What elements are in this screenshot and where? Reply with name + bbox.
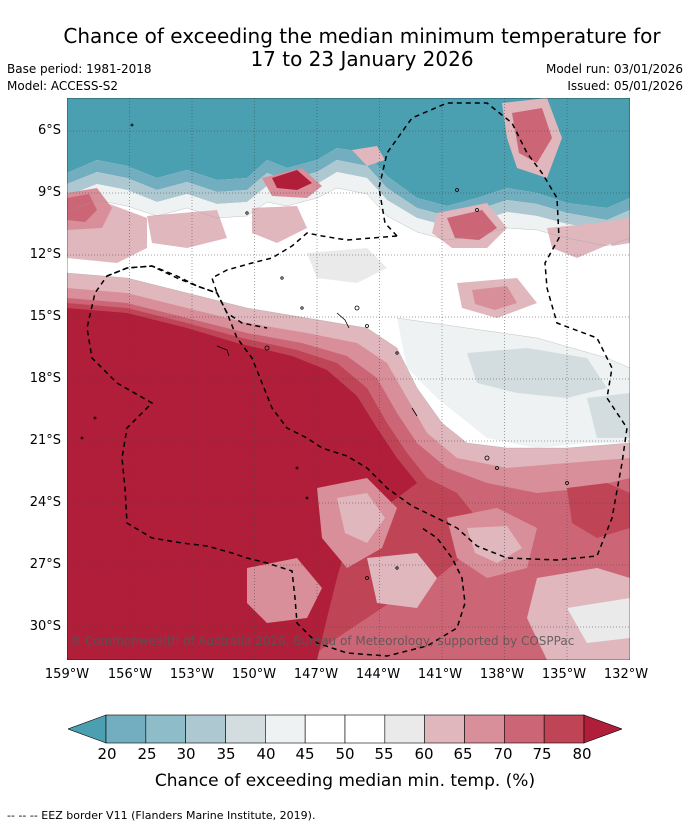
colorbar-segment	[304, 714, 346, 744]
issued-label: Issued: 05/01/2026	[567, 79, 683, 93]
colorbar-tick: 80	[572, 745, 592, 763]
colorbar-under-arrow	[68, 714, 107, 744]
colorbar-tick: 60	[414, 745, 434, 763]
lon-label: 156°W	[107, 667, 153, 682]
colorbar	[68, 714, 622, 744]
lon-label: 159°W	[44, 667, 90, 682]
copyright-notice: © Commonwealth of Australia 2026, Bureau…	[69, 634, 575, 648]
colorbar-tick: 55	[374, 745, 394, 763]
colorbar-tick: 45	[295, 745, 315, 763]
colorbar-segment	[424, 714, 465, 744]
lon-label: 153°W	[169, 667, 215, 682]
lat-label: 27°S	[29, 557, 61, 572]
colorbar-tick: 50	[335, 745, 355, 763]
colorbar-segment	[145, 714, 186, 744]
island-outlines	[80, 123, 569, 580]
lon-label: 138°W	[479, 667, 525, 682]
colorbar-tick: 75	[532, 745, 552, 763]
probability-map	[67, 98, 630, 660]
eez-source-note: -- -- -- EEZ border V11 (Flanders Marine…	[7, 809, 316, 822]
model-label: Model: ACCESS-S2	[7, 79, 119, 93]
lon-label: 144°W	[355, 667, 401, 682]
lon-label: 141°W	[417, 667, 463, 682]
colorbar-tick: 65	[453, 745, 473, 763]
colorbar-tick: 70	[493, 745, 513, 763]
chart-title-line1: Chance of exceeding the median minimum t…	[63, 24, 661, 48]
colorbar-segment	[225, 714, 266, 744]
colorbar-segment	[384, 714, 425, 744]
colorbar-over-arrow	[583, 714, 622, 744]
lon-label: 147°W	[293, 667, 339, 682]
chart-title-line2: 17 to 23 January 2026	[250, 47, 474, 71]
colorbar-tick: 30	[176, 745, 196, 763]
colorbar-segment	[265, 714, 306, 744]
colorbar-tick: 40	[256, 745, 276, 763]
lat-label: 21°S	[29, 433, 61, 448]
lon-label: 135°W	[541, 667, 587, 682]
colorbar-segment	[344, 714, 386, 744]
eez-border	[86, 102, 628, 657]
low-probability-region	[67, 98, 630, 208]
base-period-label: Base period: 1981-2018	[7, 62, 152, 76]
colorbar-segment	[464, 714, 505, 744]
lat-label: 6°S	[37, 123, 61, 138]
colorbar-tick: 35	[216, 745, 236, 763]
lon-label: 132°W	[603, 667, 649, 682]
colorbar-tick: 25	[137, 745, 157, 763]
lon-label: 150°W	[231, 667, 277, 682]
lat-label: 15°S	[29, 309, 61, 324]
colorbar-segment	[504, 714, 545, 744]
lat-label: 9°S	[37, 185, 61, 200]
colorbar-segment	[105, 714, 147, 744]
lat-label: 24°S	[29, 495, 61, 510]
colorbar-segment	[543, 714, 585, 744]
model-run-label: Model run: 03/01/2026	[545, 62, 683, 76]
lat-label: 18°S	[29, 371, 61, 386]
colorbar-segment	[185, 714, 226, 744]
colorbar-label: Chance of exceeding median min. temp. (%…	[154, 771, 536, 791]
colorbar-tick: 20	[97, 745, 117, 763]
lat-label: 12°S	[29, 247, 61, 262]
lat-label: 30°S	[29, 619, 61, 634]
